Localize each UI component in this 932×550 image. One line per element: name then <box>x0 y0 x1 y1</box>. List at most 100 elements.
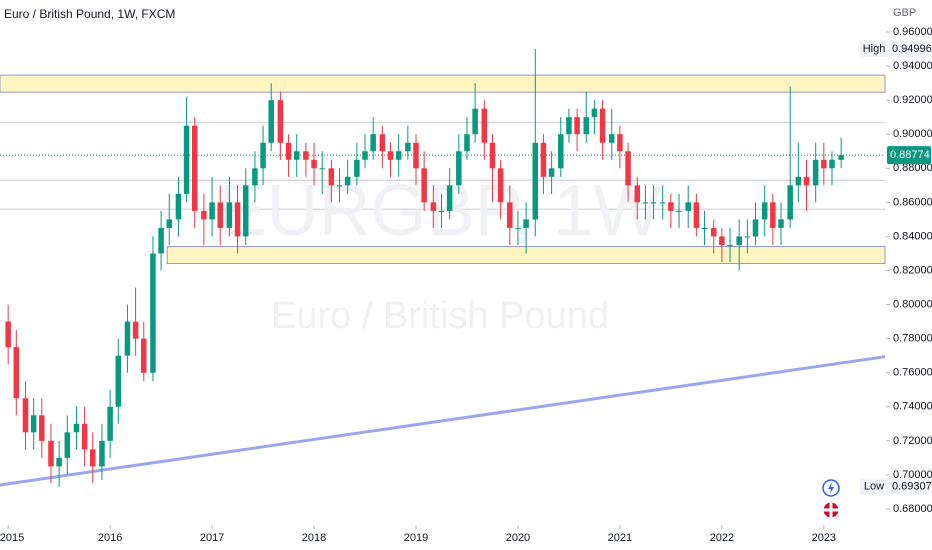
candle-body <box>507 202 513 228</box>
candle-body <box>141 338 147 373</box>
candle-body <box>566 117 572 135</box>
candle-body <box>5 321 11 348</box>
candle-body <box>821 159 827 169</box>
candle-body <box>736 236 742 245</box>
candle-body <box>39 415 45 441</box>
candle-body <box>617 134 623 152</box>
x-tick-label: 2023 <box>812 532 836 544</box>
candle-body <box>48 440 54 467</box>
candle-body <box>609 134 615 143</box>
marker-value-box <box>889 478 929 495</box>
candle-body <box>456 151 462 186</box>
watermark-subtitle: Euro / British Pound <box>271 295 609 337</box>
y-tick-label: 0.84000 <box>893 230 932 242</box>
y-tick-label: 0.86000 <box>893 196 932 208</box>
candle-body <box>336 185 343 187</box>
icon-cross[interactable] <box>823 502 839 518</box>
candle-body <box>405 142 411 152</box>
x-tick-label: 2016 <box>98 532 122 544</box>
candle-body <box>795 176 802 186</box>
candle-body <box>778 219 784 228</box>
last-price-tag <box>887 146 931 165</box>
candle-body <box>209 202 215 220</box>
candle-body <box>30 415 37 433</box>
candle-body <box>132 321 139 339</box>
candle-body <box>812 159 819 186</box>
candle-body <box>532 142 539 220</box>
candle-body <box>115 355 122 407</box>
x-tick-label: 2018 <box>302 532 326 544</box>
x-tick-label: 2020 <box>506 532 530 544</box>
marker-name: High <box>863 43 886 55</box>
last-price-label: 0.88774 <box>890 149 930 161</box>
x-tick-label: 2019 <box>404 532 428 544</box>
y-tick-label: 0.76000 <box>893 367 932 379</box>
main-layer <box>5 49 844 487</box>
candle-body <box>489 142 496 169</box>
candle-body <box>540 142 547 177</box>
zone <box>0 74 886 93</box>
candle-body <box>481 108 488 143</box>
y-tick-label: 0.94000 <box>893 60 932 72</box>
candle-body <box>81 423 88 450</box>
y-tick-label: 0.92000 <box>893 94 932 106</box>
candle-body <box>277 100 284 143</box>
candle-body <box>242 185 249 237</box>
candle-body <box>344 176 351 186</box>
candle-body <box>446 185 453 211</box>
marker-value: 0.69307 <box>892 481 932 493</box>
candle-body <box>727 244 733 246</box>
candle-body <box>64 432 71 458</box>
candle-body <box>583 117 590 135</box>
y-tick-label: 0.72000 <box>893 435 932 447</box>
x-tick-label: 2015 <box>0 532 24 544</box>
candle-body <box>268 100 274 143</box>
marker-value: 0.94996 <box>892 43 932 55</box>
y-tick-label: 0.68000 <box>893 503 932 515</box>
candle-body <box>693 202 700 228</box>
candle-body <box>634 185 640 203</box>
candle-body <box>217 202 223 228</box>
candle-body <box>22 398 29 433</box>
candle-body <box>319 168 325 170</box>
candle-body <box>158 227 164 254</box>
marker-name-box <box>860 478 888 495</box>
axis-layer: 0.96000 0.94000 0.92000 0.90000 0.88000 0.860… <box>0 26 932 544</box>
candle-body <box>56 457 62 467</box>
icon-flash[interactable] <box>822 479 840 497</box>
candle-body <box>252 168 258 186</box>
marker-name-box <box>860 41 888 58</box>
icon-bolt[interactable] <box>828 482 834 494</box>
candle-body <box>285 142 292 160</box>
candle-body <box>175 193 182 220</box>
candle-body <box>124 321 131 356</box>
candle-body <box>379 134 386 152</box>
candle-body <box>370 134 376 152</box>
candle-body <box>421 168 427 203</box>
candle-body <box>770 202 776 228</box>
marker-value-box <box>889 41 929 58</box>
candle-body <box>829 159 835 169</box>
candle-body <box>574 117 580 135</box>
candle-body <box>464 134 470 152</box>
y-tick-label: 0.70000 <box>893 469 932 481</box>
trendline <box>0 355 886 487</box>
y-tick-label: 0.74000 <box>893 401 932 413</box>
candle-body <box>599 108 606 143</box>
candle-body <box>303 151 309 160</box>
icon-flag[interactable] <box>822 501 840 519</box>
candle-body <box>354 159 360 177</box>
candle-body <box>260 142 266 169</box>
candle-body <box>497 168 504 203</box>
candle-body <box>150 253 156 373</box>
candle-body <box>523 219 529 228</box>
y-tick-label: 0.82000 <box>893 264 932 276</box>
currency-label: GBP <box>893 7 916 19</box>
candle-body <box>761 202 768 220</box>
candle-body <box>90 449 96 467</box>
x-tick-label: 2021 <box>608 532 632 544</box>
candle-body <box>710 227 717 237</box>
candle-body <box>395 151 402 160</box>
